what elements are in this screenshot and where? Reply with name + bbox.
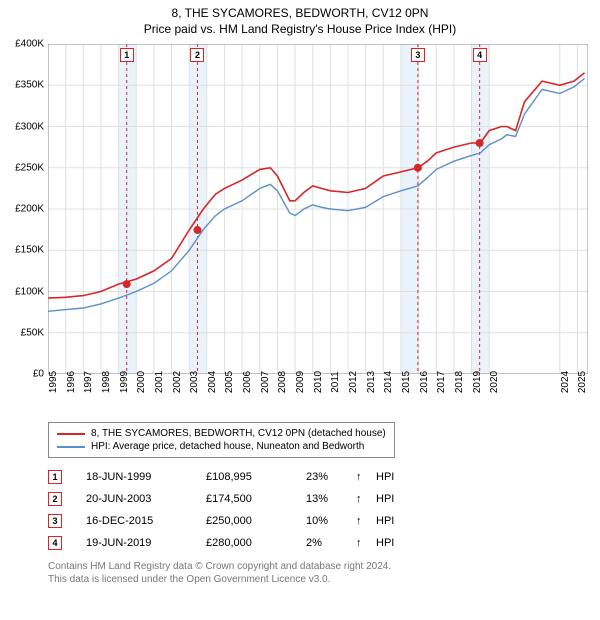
attribution-line-2: This data is licensed under the Open Gov… (48, 573, 590, 586)
x-tick-label: 1996 (66, 371, 77, 393)
event-date: 20-JUN-2003 (86, 493, 206, 505)
x-tick-label: 2008 (277, 371, 288, 393)
event-dot (414, 164, 422, 172)
legend-item: 8, THE SYCAMORES, BEDWORTH, CV12 0PN (de… (57, 427, 386, 440)
event-marker-number: 3 (411, 48, 425, 62)
x-tick-label: 2013 (366, 371, 377, 393)
legend-swatch (57, 433, 85, 435)
arrow-up-icon: ↑ (356, 471, 372, 483)
event-pct: 23% (306, 471, 356, 483)
x-tick-label: 1998 (101, 371, 112, 393)
x-tick-label: 2020 (489, 371, 500, 393)
legend-item: HPI: Average price, detached house, Nune… (57, 440, 386, 453)
y-tick-label: £150K (15, 245, 44, 256)
event-number: 2 (48, 492, 62, 506)
x-tick-label: 2019 (472, 371, 483, 393)
x-axis: 1995199619971998199920002001200220032004… (48, 378, 588, 418)
x-tick-label: 2018 (454, 371, 465, 393)
x-tick-label: 2005 (224, 371, 235, 393)
x-tick-label: 2010 (313, 371, 324, 393)
event-date: 19-JUN-2019 (86, 537, 206, 549)
event-date: 16-DEC-2015 (86, 515, 206, 527)
y-tick-label: £0 (33, 369, 44, 380)
event-dot (193, 226, 201, 234)
attribution: Contains HM Land Registry data © Crown c… (48, 560, 590, 586)
x-tick-label: 2000 (136, 371, 147, 393)
x-tick-label: 2016 (419, 371, 430, 393)
x-tick-label: 1995 (48, 371, 59, 393)
event-suffix: HPI (376, 493, 394, 505)
y-tick-label: £400K (15, 39, 44, 50)
event-row: 2 20-JUN-2003£174,50013%↑ HPI (48, 488, 590, 510)
event-suffix: HPI (376, 515, 394, 527)
x-tick-label: 2011 (330, 371, 341, 393)
y-tick-label: £100K (15, 286, 44, 297)
legend-label: 8, THE SYCAMORES, BEDWORTH, CV12 0PN (de… (91, 428, 386, 439)
y-axis: £0£50K£100K£150K£200K£250K£300K£350K£400… (0, 44, 48, 374)
x-tick-label: 2024 (560, 371, 571, 393)
x-tick-label: 2025 (577, 371, 588, 393)
event-number: 3 (48, 514, 62, 528)
event-price: £250,000 (206, 515, 306, 527)
event-price: £108,995 (206, 471, 306, 483)
y-tick-label: £350K (15, 80, 44, 91)
attribution-line-1: Contains HM Land Registry data © Crown c… (48, 560, 590, 573)
x-tick-label: 2009 (295, 371, 306, 393)
event-suffix: HPI (376, 537, 394, 549)
event-dot (476, 139, 484, 147)
arrow-up-icon: ↑ (356, 515, 372, 527)
event-marker-number: 2 (190, 48, 204, 62)
x-tick-label: 1997 (83, 371, 94, 393)
chart-container: 8, THE SYCAMORES, BEDWORTH, CV12 0PN Pri… (0, 0, 600, 620)
event-pct: 10% (306, 515, 356, 527)
x-tick-label: 2004 (207, 371, 218, 393)
x-tick-label: 2015 (401, 371, 412, 393)
event-number: 4 (48, 536, 62, 550)
event-date: 18-JUN-1999 (86, 471, 206, 483)
event-suffix: HPI (376, 471, 394, 483)
events-table: 118-JUN-1999£108,99523%↑HPI220-JUN-2003£… (48, 466, 590, 554)
event-marker-number: 1 (120, 48, 134, 62)
y-tick-label: £50K (21, 327, 44, 338)
x-tick-label: 2003 (189, 371, 200, 393)
event-price: £174,500 (206, 493, 306, 505)
x-tick-label: 1999 (119, 371, 130, 393)
x-tick-label: 2001 (154, 371, 165, 393)
chart-plot (48, 44, 588, 374)
legend: 8, THE SYCAMORES, BEDWORTH, CV12 0PN (de… (48, 422, 395, 458)
event-pct: 13% (306, 493, 356, 505)
event-pct: 2% (306, 537, 356, 549)
x-tick-label: 2012 (348, 371, 359, 393)
y-tick-label: £200K (15, 204, 44, 215)
chart-title: 8, THE SYCAMORES, BEDWORTH, CV12 0PN (0, 0, 600, 20)
y-tick-label: £300K (15, 121, 44, 132)
legend-label: HPI: Average price, detached house, Nune… (91, 441, 364, 452)
x-tick-label: 2007 (260, 371, 271, 393)
legend-swatch (57, 446, 85, 448)
event-marker-number: 4 (473, 48, 487, 62)
x-tick-label: 2006 (242, 371, 253, 393)
chart-subtitle: Price paid vs. HM Land Registry's House … (0, 20, 600, 40)
x-tick-label: 2014 (383, 371, 394, 393)
arrow-up-icon: ↑ (356, 537, 372, 549)
event-row: 1 18-JUN-1999£108,99523%↑ HPI (48, 466, 590, 488)
x-tick-label: 2002 (172, 371, 183, 393)
event-number: 1 (48, 470, 62, 484)
event-dot (123, 280, 131, 288)
arrow-up-icon: ↑ (356, 493, 372, 505)
event-price: £280,000 (206, 537, 306, 549)
event-row: 3 16-DEC-2015£250,00010%↑ HPI (48, 510, 590, 532)
x-tick-label: 2017 (436, 371, 447, 393)
chart-area: £0 £50K £100K £150K £200K £250K £300K £350K £400… (0, 40, 600, 420)
y-tick-label: £250K (15, 162, 44, 173)
event-row: 4 19-JUN-2019£280,0002%↑ HPI (48, 532, 590, 554)
